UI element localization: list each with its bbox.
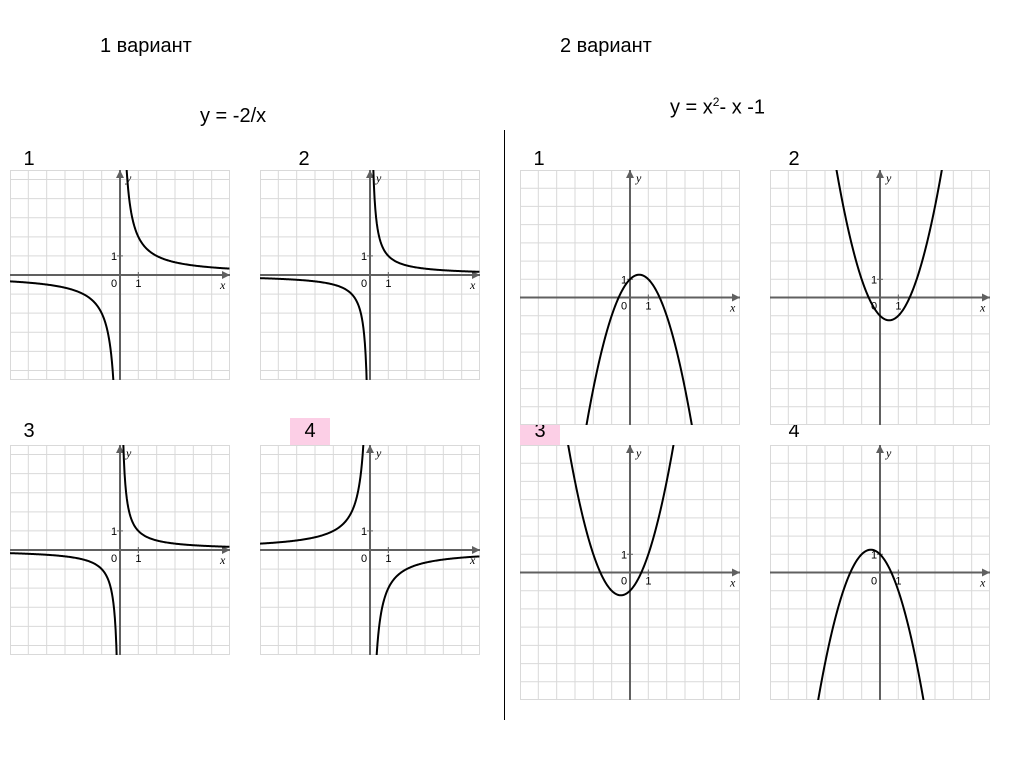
svg-text:0: 0	[361, 553, 367, 565]
label-l3: 3	[15, 420, 43, 443]
svg-text:0: 0	[621, 301, 627, 313]
svg-text:y: y	[635, 446, 642, 460]
svg-text:0: 0	[361, 278, 367, 290]
page: 1 вариант 2 вариант y = -2/x y = x2- x -…	[0, 0, 1024, 767]
svg-text:y: y	[885, 446, 892, 460]
svg-text:1: 1	[135, 553, 141, 565]
formula-right-pre: y = x	[670, 97, 713, 119]
graph-r3: 0 1 1 y x	[520, 445, 740, 700]
graph-l4: 0 1 1 y x	[260, 445, 480, 655]
svg-text:x: x	[729, 576, 736, 590]
svg-text:1: 1	[385, 553, 391, 565]
svg-text:y: y	[885, 171, 892, 185]
svg-text:x: x	[469, 553, 476, 567]
svg-text:y: y	[375, 446, 382, 460]
svg-text:1: 1	[871, 274, 877, 286]
graph-l1: 011yx	[10, 170, 230, 380]
label-l4: 4	[290, 418, 330, 445]
svg-text:y: y	[125, 446, 132, 460]
svg-text:1: 1	[111, 251, 117, 263]
svg-text:x: x	[979, 576, 986, 590]
label-l2: 2	[290, 148, 318, 171]
label-r2: 2	[780, 148, 808, 171]
svg-text:x: x	[469, 278, 476, 292]
graph-l2: 0 1 1 y x	[260, 170, 480, 380]
variant-1-title: 1 вариант	[100, 35, 192, 58]
svg-text:x: x	[729, 301, 736, 315]
graph-r4: 011yx	[770, 445, 990, 700]
svg-text:0: 0	[111, 553, 117, 565]
graph-r1: 011yx	[520, 170, 740, 425]
label-r1: 1	[525, 148, 553, 171]
svg-text:1: 1	[385, 278, 391, 290]
variant-2-title: 2 вариант	[560, 35, 652, 58]
svg-text:x: x	[219, 553, 226, 567]
svg-text:1: 1	[361, 526, 367, 538]
svg-text:1: 1	[361, 251, 367, 263]
formula-right-post: - x -1	[719, 97, 765, 119]
svg-text:1: 1	[621, 549, 627, 561]
center-divider	[504, 130, 505, 720]
graph-r2: 011yx	[770, 170, 990, 425]
svg-text:1: 1	[135, 278, 141, 290]
label-l1: 1	[15, 148, 43, 171]
svg-text:0: 0	[621, 576, 627, 588]
svg-text:x: x	[979, 301, 986, 315]
svg-text:1: 1	[645, 301, 651, 313]
formula-left: y = -2/x	[200, 105, 266, 128]
svg-text:y: y	[635, 171, 642, 185]
graph-l3: 0 1 1 y x	[10, 445, 230, 655]
svg-text:1: 1	[645, 576, 651, 588]
svg-text:0: 0	[871, 576, 877, 588]
svg-text:1: 1	[111, 526, 117, 538]
svg-text:0: 0	[111, 278, 117, 290]
svg-text:y: y	[375, 171, 382, 185]
svg-text:1: 1	[895, 301, 901, 313]
svg-text:x: x	[219, 278, 226, 292]
formula-right: y = x2- x -1	[670, 95, 765, 120]
